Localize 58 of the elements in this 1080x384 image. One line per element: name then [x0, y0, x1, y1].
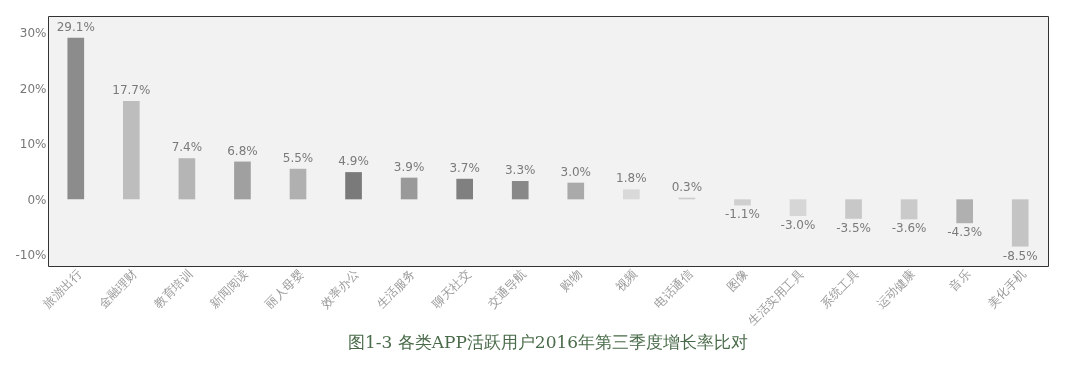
bar [178, 158, 196, 200]
data-label: -3.0% [780, 218, 816, 232]
x-tick-label: 运动健康 [873, 267, 918, 311]
x-tick-label: 购物 [557, 267, 585, 294]
bar [123, 101, 140, 200]
data-label: 3.7% [449, 160, 480, 175]
bar [289, 168, 307, 200]
x-tick-label: 教育培训 [151, 267, 196, 311]
x-tick-label: 美化手机 [984, 267, 1029, 311]
y-tick-label: 20% [19, 81, 47, 96]
x-tick-label: 图像 [724, 267, 751, 294]
data-label: 6.8% [227, 143, 258, 158]
y-tick-label: 0% [27, 192, 47, 207]
data-label: 29.1% [56, 19, 95, 34]
data-label: -8.5% [1002, 248, 1038, 263]
data-label: -3.5% [836, 220, 871, 235]
bar [734, 199, 751, 206]
x-tick-label: 视频 [612, 267, 640, 294]
bar [511, 181, 529, 200]
x-tick-label: 音乐 [946, 267, 974, 294]
data-label: 5.5% [282, 150, 314, 165]
text: 图1-3 各类APP活跃用户2016年第三季度增长率比对 [347, 331, 749, 352]
y-tick-label: 10% [19, 137, 47, 152]
data-label: 3.9% [393, 159, 425, 174]
data-label: -4.3% [947, 225, 983, 240]
x-tick-label: 聊天社交 [429, 267, 474, 311]
bar [1011, 199, 1029, 247]
x-tick-label: 生活服务 [373, 267, 418, 311]
y-tick-label: -10% [15, 248, 47, 263]
data-label: 0.3% [671, 179, 703, 194]
x-tick-label: 效率办公 [318, 267, 363, 311]
x-tick-label: 电话通信 [651, 267, 696, 311]
bar [67, 37, 85, 200]
data-label: 4.9% [338, 154, 369, 169]
x-tick-label: 系统工具 [818, 267, 863, 311]
bar [456, 178, 473, 200]
bar [900, 199, 918, 220]
bar [567, 182, 585, 200]
x-tick-label: 新闻阅读 [207, 267, 251, 311]
data-label: 3.3% [504, 163, 536, 177]
x-tick-label: 丽人母婴 [262, 267, 307, 311]
bar [400, 177, 418, 200]
data-label: -3.6% [891, 221, 927, 236]
data-label: -1.1% [725, 207, 760, 222]
data-label: 17.7% [112, 83, 151, 97]
data-label: 3.0% [560, 164, 592, 179]
bar [623, 189, 640, 200]
bar [234, 161, 251, 200]
bar [345, 172, 362, 200]
bar [956, 199, 973, 224]
data-label: 1.8% [616, 171, 647, 186]
data-label: 7.4% [171, 140, 203, 155]
x-tick-label: 交通导航 [484, 267, 529, 311]
bar [789, 199, 807, 216]
x-tick-label: 旅游出行 [40, 267, 85, 311]
x-tick-label: 金融理财 [95, 267, 140, 311]
bar [845, 199, 862, 219]
y-tick-label: 30% [19, 26, 47, 41]
